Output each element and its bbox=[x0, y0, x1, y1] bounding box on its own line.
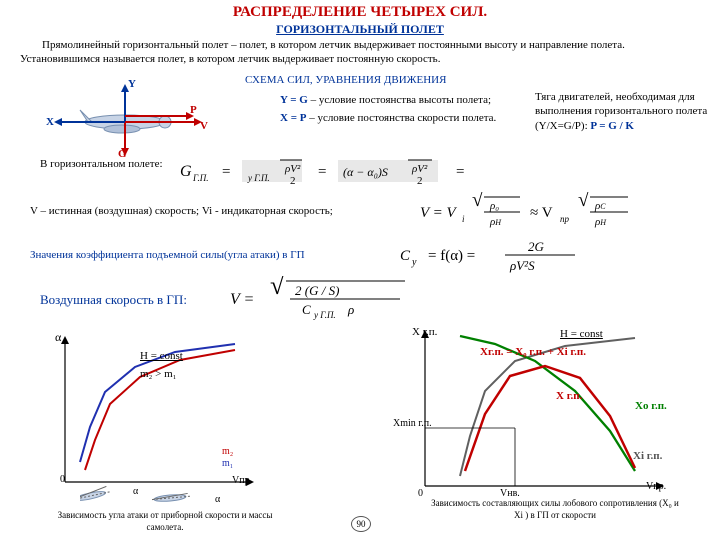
svg-text:≈ V: ≈ V bbox=[530, 205, 553, 221]
formula-vair: V = √ 2 (G / S) C у Г.П. ρ bbox=[230, 276, 450, 322]
svg-text:ρH: ρH bbox=[489, 216, 502, 228]
svg-text:=: = bbox=[222, 164, 230, 180]
svg-text:=: = bbox=[456, 164, 464, 180]
svg-text:√: √ bbox=[578, 192, 589, 211]
plane-P-label: P bbox=[190, 104, 197, 116]
chart1-ylabel: α bbox=[55, 330, 61, 345]
svg-text:у Г.П.: у Г.П. bbox=[313, 310, 336, 320]
plane-X-label: X bbox=[46, 116, 54, 128]
hpol-label: В горизонтальном полете: bbox=[40, 158, 170, 170]
plane-diagram bbox=[40, 82, 220, 162]
chart2-caption: Зависимость составляющих силы лобового с… bbox=[430, 498, 680, 521]
svg-text:2: 2 bbox=[290, 175, 296, 187]
svg-text:y: y bbox=[411, 257, 417, 268]
svg-text:C: C bbox=[302, 302, 311, 317]
cy-note: Значения коэффициента подъемной силы(угл… bbox=[30, 248, 360, 262]
svg-text:i: i bbox=[462, 214, 465, 224]
formula-row-1: G Г.П. = у Г.П. ρV² 2 = (α − α₀)S ρV² 2 … bbox=[180, 154, 540, 188]
chart2-sum-label: X г.п. bbox=[556, 390, 582, 402]
svg-text:G: G bbox=[180, 163, 192, 180]
page-title: РАСПРЕДЕЛЕНИЕ ЧЕТЫРЕХ СИЛ. bbox=[0, 4, 720, 21]
cond2-rhs: – условие постоянства скорости полета. bbox=[309, 112, 496, 124]
chart2-eq: Xг.п. = X₀ г.п. + Xi г.п. bbox=[480, 346, 586, 358]
cond1-lhs: Y = G bbox=[280, 94, 308, 106]
svg-text:= f(α) =: = f(α) = bbox=[428, 248, 475, 264]
chart1-m1: m₁ bbox=[222, 458, 233, 469]
svg-text:ρ: ρ bbox=[347, 302, 354, 317]
chart1-m2: m₂ bbox=[222, 446, 233, 457]
svg-text:ρC: ρC bbox=[594, 200, 606, 212]
chart1-legend: m₂ > m₁ bbox=[140, 368, 177, 380]
chart2-annot: H = const bbox=[560, 328, 603, 340]
svg-text:(α − α₀)S: (α − α₀)S bbox=[343, 165, 388, 179]
svg-text:у Г.П.: у Г.П. bbox=[247, 173, 270, 183]
svg-text:ρV²: ρV² bbox=[284, 163, 301, 175]
svg-text:=: = bbox=[318, 164, 326, 180]
svg-text:ρH: ρH bbox=[594, 216, 607, 228]
chart2-xmin: Xmin г.п. bbox=[393, 418, 432, 429]
chart2-origin: 0 bbox=[418, 488, 423, 499]
formula-row-2: V = V i √ ρ₀ ρH ≈ V пр √ ρC ρH bbox=[420, 192, 700, 232]
cond1-rhs: – условие постоянства высоты полета; bbox=[311, 94, 491, 106]
plane-Y-label: Y bbox=[128, 78, 136, 90]
vel-note: V – истинная (воздушная) скорость; Vi - … bbox=[30, 204, 400, 218]
page-subtitle: ГОРИЗОНТАЛЬНЫЙ ПОЛЕТ bbox=[0, 22, 720, 37]
chart1-annot: H = const bbox=[140, 350, 183, 362]
svg-text:ρV²S: ρV²S bbox=[509, 258, 535, 273]
formula-cy: C y = f(α) = 2G ρV²S bbox=[400, 234, 680, 276]
chart1-xlabel: Vпр. bbox=[232, 475, 252, 486]
chart2-xlabel: Vпр. bbox=[646, 481, 666, 492]
svg-text:2: 2 bbox=[417, 175, 423, 187]
plane-V-label: V bbox=[200, 120, 208, 132]
svg-text:пр: пр bbox=[560, 214, 570, 224]
chart2-ylabel: X г.п. bbox=[412, 326, 437, 338]
cond2-lhs: X = P bbox=[280, 112, 306, 124]
svg-text:2G: 2G bbox=[528, 239, 545, 254]
chart1-origin: 0 bbox=[60, 474, 65, 485]
svg-text:V = V: V = V bbox=[420, 205, 458, 221]
svg-text:2 (G / S): 2 (G / S) bbox=[295, 283, 339, 298]
vair-note: Воздушная скорость в ГП: bbox=[40, 292, 187, 309]
chart1-small-alpha-1: α bbox=[133, 486, 138, 497]
svg-text:ρ₀: ρ₀ bbox=[489, 200, 499, 212]
intro-paragraph: Прямолинейный горизонтальный полет – пол… bbox=[20, 38, 700, 67]
svg-text:ρV²: ρV² bbox=[411, 163, 428, 175]
thrust-note: Тяга двигателей, необходимая для выполне… bbox=[535, 90, 710, 133]
chart2-x0-label: Xо г.п. bbox=[635, 400, 667, 412]
chart2-xi-label: Xi г.п. bbox=[633, 450, 662, 462]
page-number: 90 bbox=[351, 516, 371, 532]
chart1-small-alpha-2: α bbox=[215, 494, 220, 505]
svg-text:V =: V = bbox=[230, 291, 254, 308]
svg-text:√: √ bbox=[472, 192, 483, 211]
svg-text:√: √ bbox=[270, 276, 285, 300]
svg-text:Г.П.: Г.П. bbox=[192, 173, 208, 183]
scheme-heading: СХЕМА СИЛ, УРАВНЕНИЯ ДВИЖЕНИЯ bbox=[245, 74, 446, 86]
svg-text:C: C bbox=[400, 248, 411, 264]
chart1-caption: Зависимость угла атаки от приборной скор… bbox=[55, 510, 275, 533]
